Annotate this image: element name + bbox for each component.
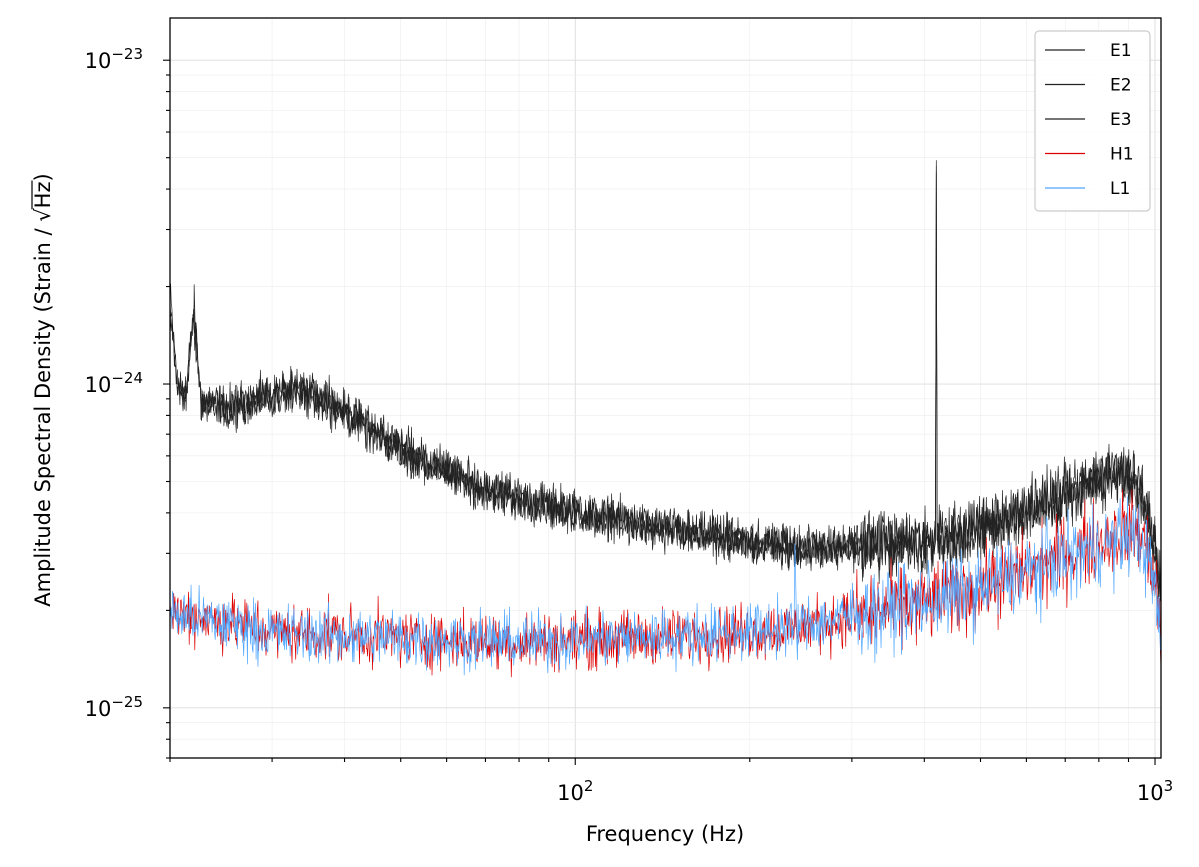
series-group xyxy=(170,160,1161,678)
y-axis-label-suffix: ) xyxy=(31,173,55,181)
axis-ticks xyxy=(163,59,1156,765)
x-tick-label: 103 xyxy=(1137,777,1173,805)
x-tick-label: 102 xyxy=(557,777,593,805)
legend-label-e2: E2 xyxy=(1110,76,1132,96)
series-line-e3 xyxy=(170,166,1161,615)
plot-frame xyxy=(169,17,1162,759)
svg-text:Amplitude Spectral Density (St: Amplitude Spectral Density (Strain / √Hz… xyxy=(31,173,55,606)
legend-box xyxy=(1034,30,1151,212)
legend-label-h1: H1 xyxy=(1110,145,1134,165)
series-line-l1 xyxy=(170,496,1161,676)
y-tick-label: 10−25 xyxy=(85,693,143,721)
grid-lines xyxy=(169,18,1161,759)
tick-labels: 102 103 10−23 10−24 10−25 xyxy=(85,45,1174,805)
legend-label-e1: E1 xyxy=(1110,41,1132,61)
y-tick-label: 10−23 xyxy=(85,45,143,73)
sqrt-symbol: √ xyxy=(31,208,55,222)
y-axis-label-prefix: Amplitude Spectral Density (Strain / xyxy=(31,222,55,607)
series-line-e1 xyxy=(170,160,1161,603)
legend: E1 E2 E3 H1 L1 xyxy=(1034,30,1151,212)
legend-label-l1: L1 xyxy=(1110,179,1130,199)
y-axis-label: Amplitude Spectral Density (Strain / √Hz… xyxy=(31,173,55,606)
y-axis-label-root: Hz xyxy=(31,181,55,208)
plot-background xyxy=(170,18,1161,758)
legend-label-e3: E3 xyxy=(1110,110,1132,130)
y-tick-label: 10−24 xyxy=(85,369,143,397)
x-axis-label: Frequency (Hz) xyxy=(586,822,744,846)
